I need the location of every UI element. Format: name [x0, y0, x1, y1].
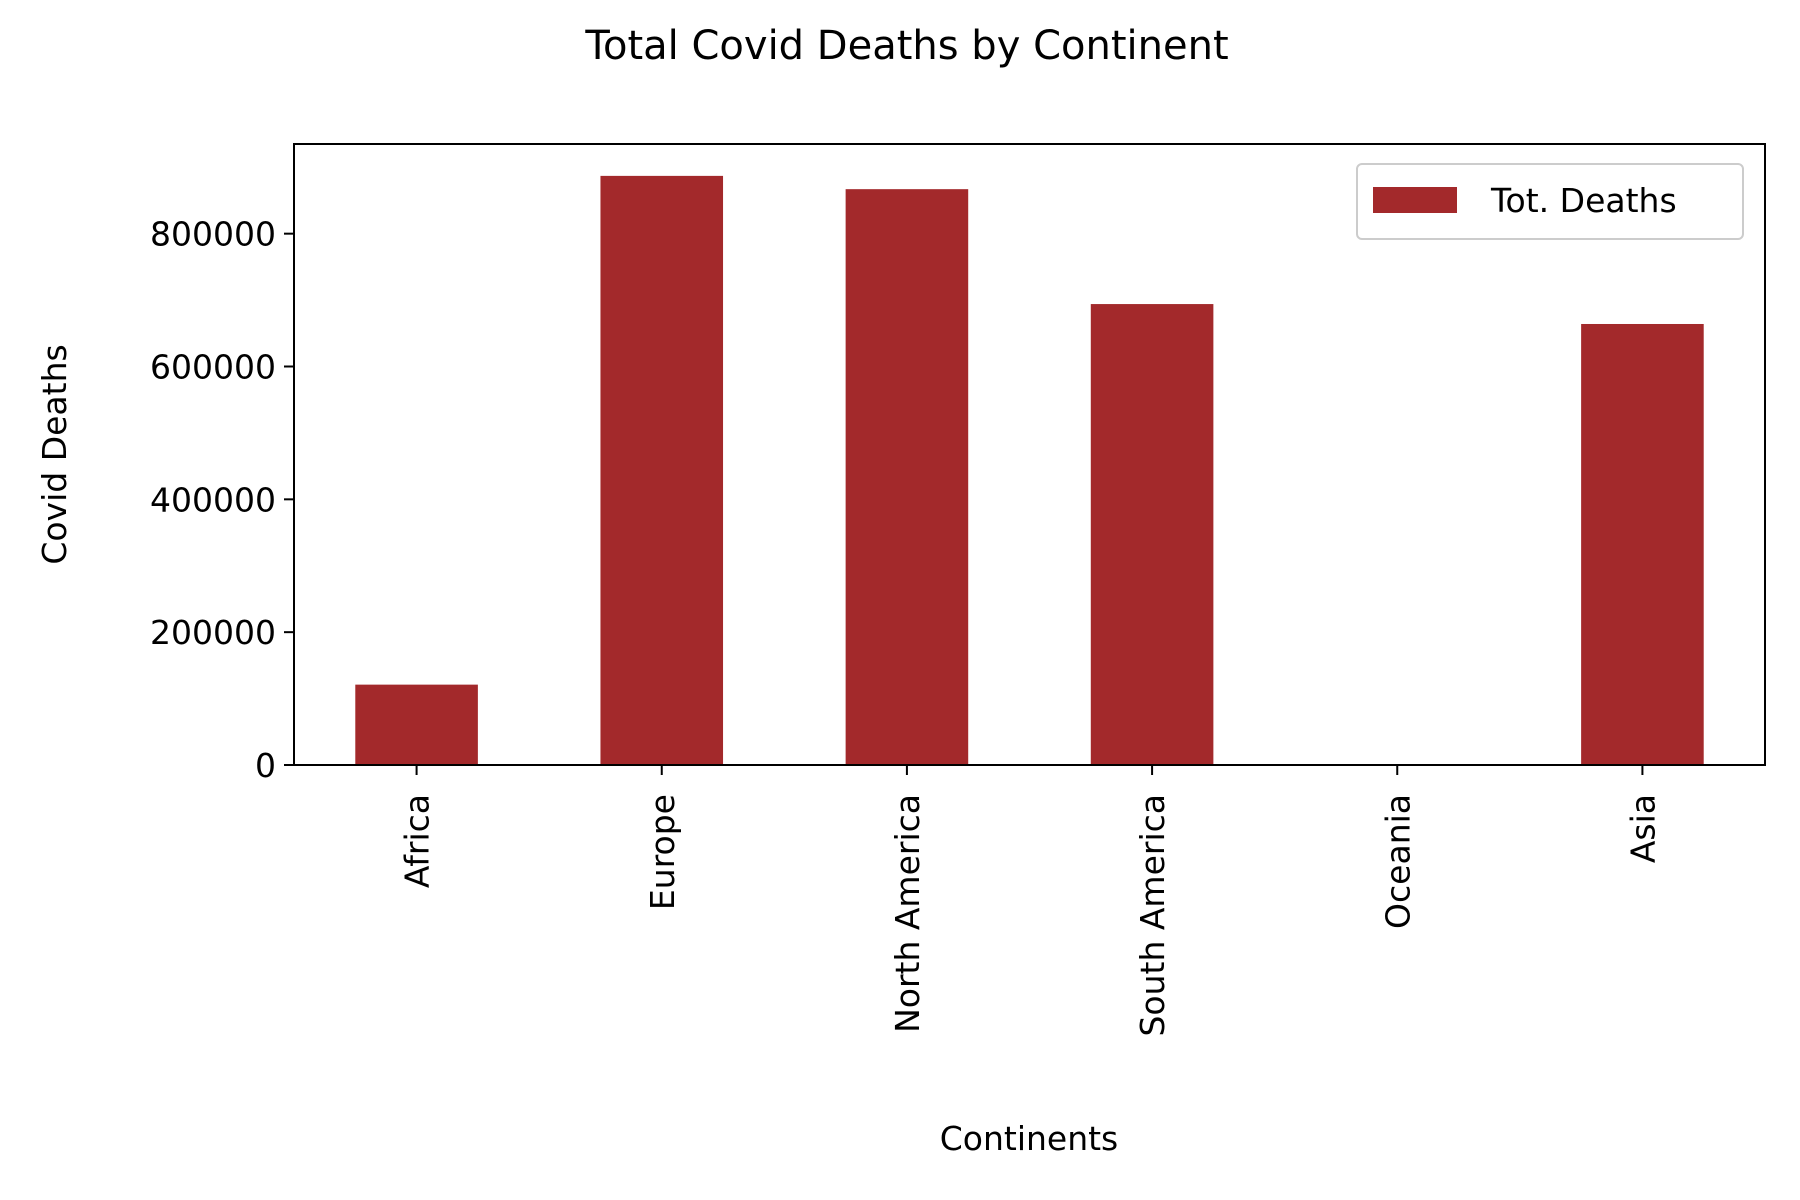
x-axis: Africa Europe North America South America Oc…	[398, 765, 1662, 1037]
x-tick-label: North America	[888, 794, 927, 1033]
x-tick-label: Asia	[1623, 794, 1662, 863]
legend: Tot. Deaths	[1356, 163, 1744, 240]
chart-title: Total Covid Deaths by Continent	[584, 23, 1228, 69]
y-axis: 0 200000 400000 600000 800000	[150, 215, 294, 785]
legend-box	[1356, 163, 1744, 240]
x-tick-label: Oceania	[1378, 794, 1417, 929]
y-tick-label: 0	[255, 746, 276, 785]
bar-south-america	[1090, 304, 1214, 765]
x-axis-label: Continents	[940, 1119, 1119, 1158]
bar-europe	[600, 175, 724, 765]
x-tick-label: South America	[1133, 794, 1172, 1037]
y-tick-label: 800000	[150, 215, 276, 254]
bar-africa	[355, 684, 478, 765]
bar-north-america	[845, 189, 969, 765]
plot-frame	[293, 143, 1766, 766]
legend-label: Tot. Deaths	[1490, 181, 1677, 220]
y-axis-label: Covid Deaths	[35, 344, 74, 564]
legend-swatch	[1373, 187, 1457, 213]
y-tick-label: 400000	[150, 480, 276, 519]
y-tick-label: 200000	[150, 613, 276, 652]
y-tick-label: 600000	[150, 347, 276, 386]
bar-asia	[1581, 323, 1704, 765]
bars-group	[355, 175, 1704, 765]
x-tick-label: Europe	[643, 794, 682, 910]
x-tick-label: Africa	[398, 794, 437, 888]
